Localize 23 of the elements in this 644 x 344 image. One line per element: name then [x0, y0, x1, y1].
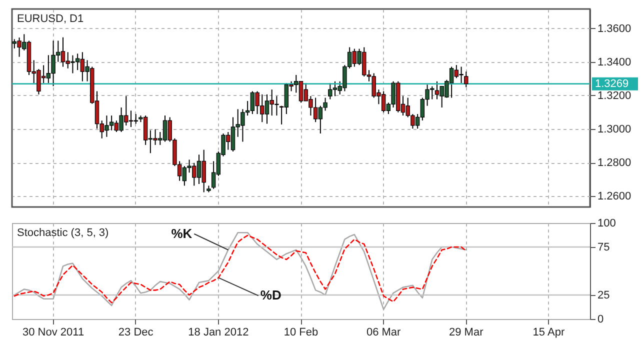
text: %D — [260, 288, 282, 303]
text: %K — [171, 226, 193, 241]
chart-title: EURUSD, D1 — [17, 13, 84, 25]
chart-title: Stochastic (3, 5, 3) — [17, 227, 109, 239]
y-tick-label: 75 — [598, 242, 610, 254]
x-tick-label: 10 Feb — [284, 326, 318, 338]
x-tick-label: 18 Jan 2012 — [188, 326, 249, 338]
y-tick-label: 100 — [598, 218, 616, 230]
y-tick-label: 25 — [598, 290, 610, 302]
x-tick-label: 06 Mar — [366, 326, 402, 338]
y-tick-label: 1.3400 — [598, 56, 632, 68]
y-tick-label: 0 — [598, 314, 604, 326]
y-tick-label: 1.3200 — [598, 90, 632, 102]
candlestick — [464, 71, 468, 88]
ref-line-label: 1.3269 — [595, 78, 629, 90]
y-tick-label: 1.2600 — [598, 190, 632, 203]
x-tick-label: 30 Nov 2011 — [22, 326, 84, 338]
x-tick-label: 23 Dec — [118, 326, 154, 338]
y-tick-label: 1.3600 — [598, 22, 632, 35]
y-tick-label: 1.3000 — [598, 123, 632, 136]
x-tick-label: 29 Mar — [449, 326, 484, 338]
x-tick-label: 15 Apr — [532, 326, 565, 338]
y-tick-label: 1.2800 — [598, 157, 632, 170]
